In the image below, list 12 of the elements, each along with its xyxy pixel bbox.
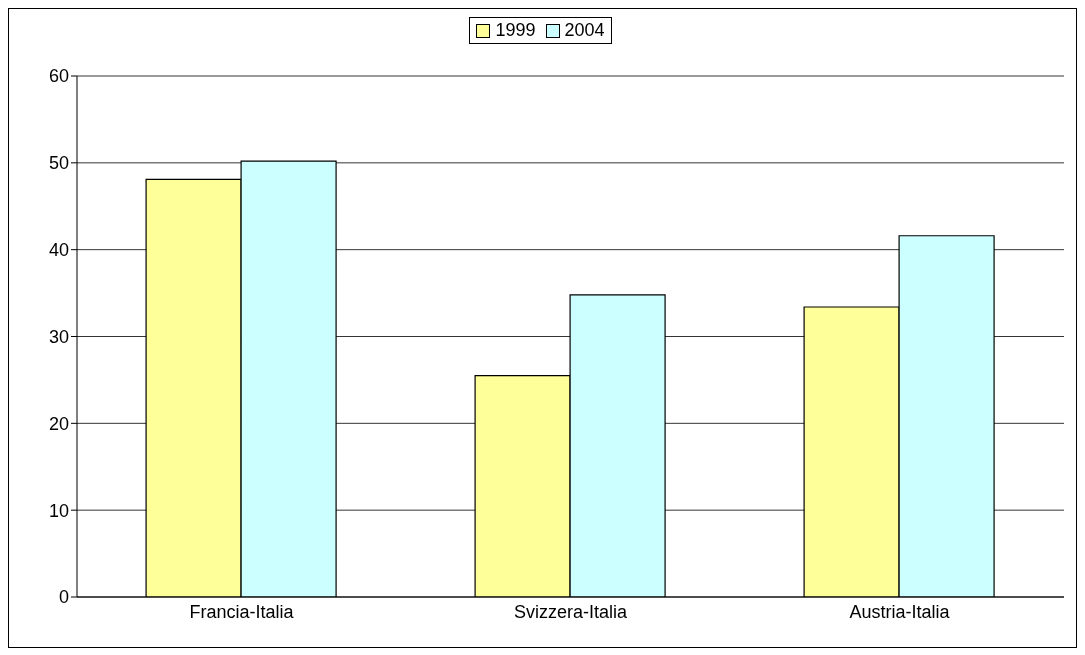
y-tick-label: 50	[48, 153, 69, 174]
x-tick-label: Francia-Italia	[189, 601, 295, 622]
y-tick-label: 60	[48, 66, 69, 87]
y-tick-label: 40	[48, 240, 69, 261]
y-tick-label: 10	[48, 500, 69, 521]
x-tick-label: Austria-Italia	[849, 601, 951, 622]
y-tick-label: 30	[48, 326, 69, 347]
legend-label: 1999	[494, 20, 536, 41]
legend-label: 2004	[563, 20, 605, 41]
y-tick-label: 20	[48, 413, 69, 434]
y-tick-label: 0	[58, 587, 69, 608]
x-tick-label: Svizzera-Italia	[513, 601, 628, 622]
